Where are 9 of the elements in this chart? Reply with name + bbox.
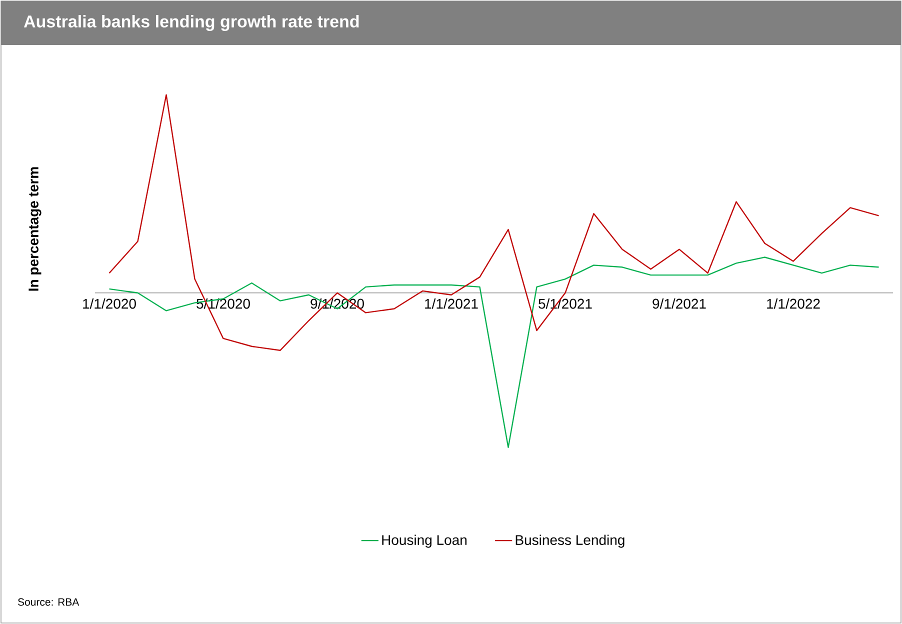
y-axis-title: In percentage term [28,167,42,291]
legend-label: Housing Loan [382,534,467,548]
x-tick-label: 1/1/2022 [767,298,820,309]
x-tick-label: 1/1/2021 [425,298,478,309]
x-tick-label: 1/1/2020 [83,298,136,309]
x-tick-label: 9/1/2021 [652,298,706,309]
chart-title: Australia banks lending growth rate trend [24,15,359,31]
legend-label: Business Lending [516,534,624,548]
source-note: Source: RBA [18,598,80,606]
